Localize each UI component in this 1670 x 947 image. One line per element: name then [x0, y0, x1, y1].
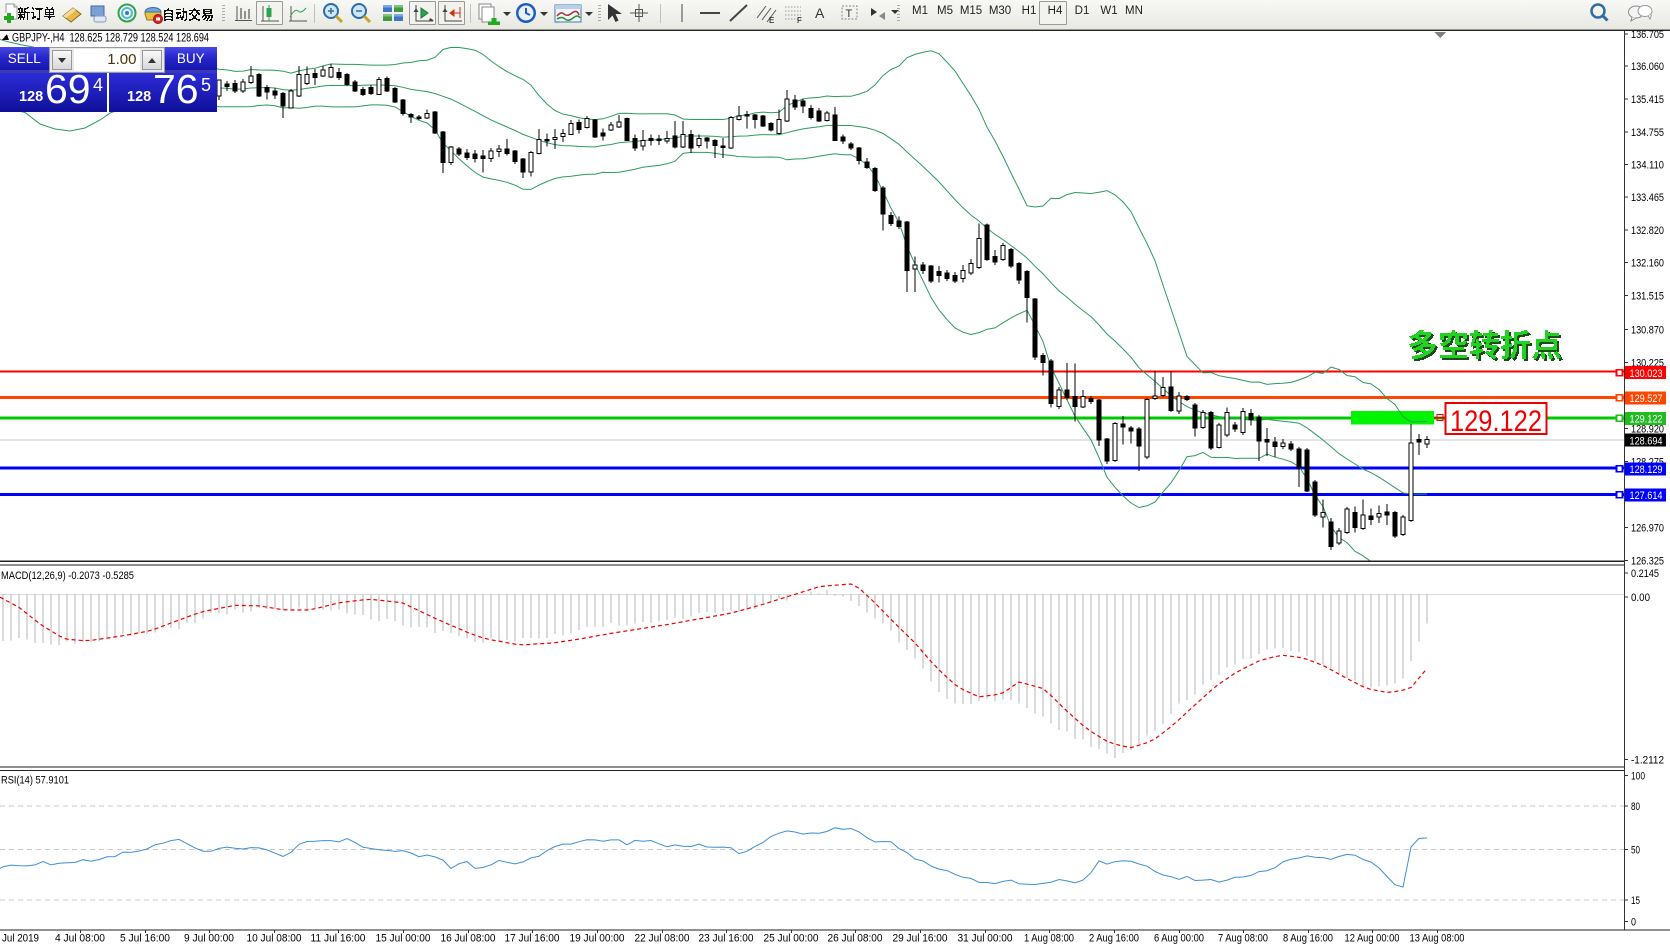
svg-text:50: 50 [1631, 845, 1640, 857]
svg-text:136.705: 136.705 [1631, 29, 1664, 41]
svg-text:MACD(12,26,9) -0.2073 -0.5285: MACD(12,26,9) -0.2073 -0.5285 [1, 570, 134, 582]
svg-text:22 Jul 08:00: 22 Jul 08:00 [635, 933, 690, 945]
svg-text:17 Jul 16:00: 17 Jul 16:00 [505, 933, 560, 945]
svg-text:25 Jul 00:00: 25 Jul 00:00 [764, 933, 819, 945]
svg-text:RSI(14) 57.9101: RSI(14) 57.9101 [1, 775, 69, 787]
svg-text:7 Aug 08:00: 7 Aug 08:00 [1218, 933, 1268, 945]
svg-text:15: 15 [1631, 895, 1640, 907]
svg-text:F: F [797, 16, 802, 25]
svg-text:129.527: 129.527 [1630, 393, 1663, 405]
svg-text:2 Aug 16:00: 2 Aug 16:00 [1089, 933, 1139, 945]
svg-text:135.415: 135.415 [1631, 94, 1664, 106]
svg-text:128.920: 128.920 [1631, 424, 1664, 436]
svg-text:Jul 2019: Jul 2019 [2, 933, 39, 945]
svg-text:0.2145: 0.2145 [1631, 568, 1659, 580]
svg-text:E: E [769, 16, 774, 25]
svg-text:6 Aug 00:00: 6 Aug 00:00 [1154, 933, 1204, 945]
svg-text:13 Aug 08:00: 13 Aug 08:00 [1410, 933, 1465, 945]
svg-text:9 Jul 00:00: 9 Jul 00:00 [184, 933, 234, 945]
svg-text:-1.2112: -1.2112 [1631, 755, 1664, 767]
svg-text:131.515: 131.515 [1631, 290, 1664, 302]
svg-text:0: 0 [1631, 917, 1636, 929]
svg-text:12 Aug 00:00: 12 Aug 00:00 [1345, 933, 1400, 945]
svg-text:128.129: 128.129 [1630, 464, 1663, 476]
svg-text:11 Jul 16:00: 11 Jul 16:00 [311, 933, 366, 945]
svg-text:16 Jul 08:00: 16 Jul 08:00 [441, 933, 496, 945]
svg-text:29 Jul 16:00: 29 Jul 16:00 [893, 933, 948, 945]
svg-text:A: A [815, 5, 825, 21]
svg-text:126.325: 126.325 [1631, 555, 1664, 567]
svg-text:128.694: 128.694 [1630, 435, 1663, 447]
svg-text:19 Jul 00:00: 19 Jul 00:00 [570, 933, 625, 945]
svg-text:132.160: 132.160 [1631, 258, 1664, 270]
svg-text:100: 100 [1631, 771, 1645, 783]
svg-text:134.110: 134.110 [1631, 159, 1664, 171]
svg-text:129.122: 129.122 [1450, 405, 1542, 438]
svg-text:127.614: 127.614 [1630, 490, 1663, 502]
svg-text:10 Jul 08:00: 10 Jul 08:00 [247, 933, 302, 945]
svg-text:4 Jul 08:00: 4 Jul 08:00 [55, 933, 105, 945]
svg-text:130.870: 130.870 [1631, 325, 1664, 337]
svg-text:126.970: 126.970 [1631, 523, 1664, 535]
svg-text:130.023: 130.023 [1630, 368, 1663, 380]
svg-text:80: 80 [1631, 801, 1640, 813]
svg-text:31 Jul 00:00: 31 Jul 00:00 [958, 933, 1013, 945]
svg-text:15 Jul 00:00: 15 Jul 00:00 [376, 933, 431, 945]
svg-text:8 Aug 16:00: 8 Aug 16:00 [1283, 933, 1333, 945]
svg-text:134.755: 134.755 [1631, 127, 1664, 139]
svg-text:132.820: 132.820 [1631, 225, 1664, 237]
svg-text:129.122: 129.122 [1630, 414, 1663, 426]
svg-text:26 Jul 08:00: 26 Jul 08:00 [828, 933, 883, 945]
svg-text:1 Aug 08:00: 1 Aug 08:00 [1024, 933, 1074, 945]
svg-text:T: T [846, 8, 853, 20]
svg-text:23 Jul 16:00: 23 Jul 16:00 [699, 933, 754, 945]
svg-text:136.060: 136.060 [1631, 61, 1664, 73]
svg-text:0.00: 0.00 [1631, 592, 1650, 604]
svg-text:5 Jul 16:00: 5 Jul 16:00 [120, 933, 170, 945]
svg-text:GBPJPY-,H4 128.625 128.729 12: GBPJPY-,H4 128.625 128.729 128.524 128.6… [12, 33, 209, 45]
svg-text:133.465: 133.465 [1631, 192, 1664, 204]
